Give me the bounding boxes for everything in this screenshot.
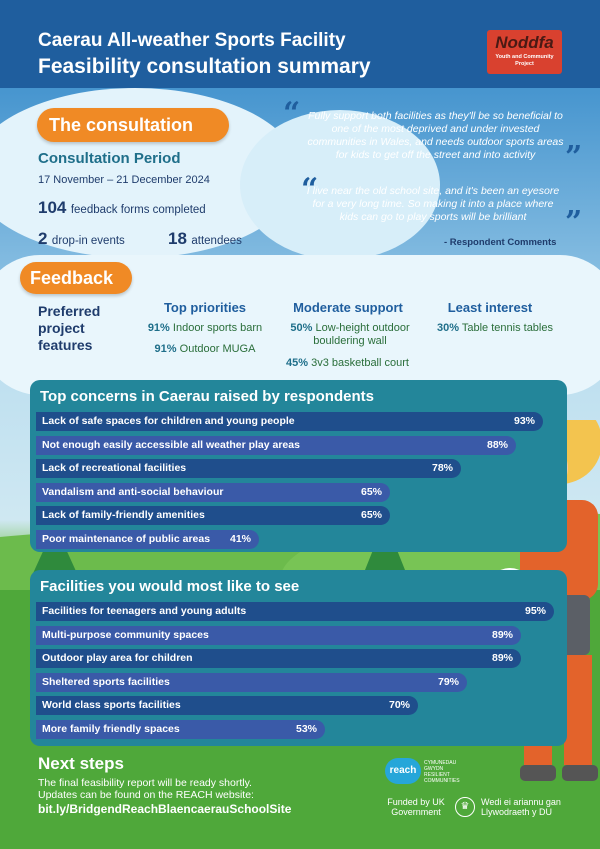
bar-label: Poor maintenance of public areas (42, 532, 211, 545)
bar-value-label: 53% (295, 722, 317, 735)
bar-label: Outdoor play area for children (42, 652, 193, 664)
funded-by-uk-government: Funded by UK Government (387, 797, 445, 817)
column-title-moderate-support: Moderate support (293, 300, 403, 315)
attendees-stat: 18 attendees (168, 229, 242, 249)
bar-label: Not enough easily accessible all weather… (42, 438, 300, 451)
bar-value-label: 93% (513, 415, 535, 427)
dropin-count: 2 (38, 229, 48, 248)
facilities-title: Facilities you would most like to see (40, 578, 300, 595)
bar: Facilities for teenagers and young adult… (36, 602, 554, 621)
bar: Vandalism and anti-social behaviour 65% (36, 482, 390, 502)
bar-value-label: 65% (360, 485, 382, 498)
column-title-least-interest: Least interest (447, 300, 533, 315)
dropin-stat: 2 drop-in events (38, 229, 125, 249)
consultation-heading: The consultation (37, 108, 229, 142)
feedback-heading: Feedback (20, 262, 132, 294)
reach-logo: reach (385, 758, 421, 784)
concerns-title: Top concerns in Caerau raised by respond… (40, 388, 374, 405)
feature-item: 91% Outdoor MUGA (154, 343, 256, 355)
bar: Lack of safe spaces for children and you… (36, 412, 543, 431)
next-steps-heading: Next steps (38, 754, 124, 773)
logo-name: Noddfa (495, 33, 554, 52)
bar-label: More family friendly spaces (42, 722, 180, 735)
close-quote-icon: ” (565, 205, 583, 240)
quote-credit: - Respondent Comments (444, 237, 557, 248)
dropin-label: drop-in events (51, 235, 125, 247)
bar: Lack of family-friendly amenities 65% (36, 506, 390, 525)
period-title: Consultation Period (38, 150, 181, 167)
concerns-panel: Top concerns in Caerau raised by respond… (30, 380, 567, 552)
bar: World class sports facilities 70% (36, 696, 418, 715)
preferred-features-label: Preferred project features (38, 303, 101, 353)
period-dates: 17 November – 21 December 2024 (38, 174, 210, 186)
bar: Poor maintenance of public areas 41% (36, 529, 259, 549)
bar-label: Facilities for teenagers and young adult… (42, 605, 247, 617)
bar: Multi-purpose community spaces 89% (36, 625, 521, 645)
quote-1: Fully support both facilities as they'll… (307, 110, 564, 161)
next-steps-body: The final feasibility report will be rea… (38, 777, 254, 801)
column-title-top-priorities: Top priorities (163, 300, 247, 315)
header-banner: Caerau All-weather Sports Facility Feasi… (0, 0, 600, 88)
reach-website-link[interactable]: bit.ly/BridgendReachBlaencaerauSchoolSit… (38, 802, 292, 816)
open-quote-icon: “ (283, 96, 301, 131)
bar-value-label: 88% (486, 438, 508, 451)
bar-value-label: 89% (491, 628, 513, 641)
header-subtitle: Feasibility consultation summary (38, 55, 371, 78)
feature-item: 91% Indoor sports barn (147, 322, 263, 334)
bar-label: Lack of family-friendly amenities (42, 509, 205, 521)
reach-logo-subtitle: CYMUNEDAU GWYDN RESILIENT COMMUNITIES (424, 760, 460, 784)
bar-label: Vandalism and anti-social behaviour (42, 485, 224, 498)
logo-subtitle: Youth and Community Project (495, 54, 554, 67)
forms-label: feedback forms completed (70, 204, 206, 216)
feature-item: 50% Low-height outdoor bouldering wall (290, 322, 410, 347)
bar-label: Sheltered sports facilities (42, 675, 170, 688)
bar: Outdoor play area for children 89% (36, 649, 521, 668)
attendees-count: 18 (168, 229, 187, 248)
welsh-funded-text: Wedi ei ariannu gan Llywodraeth y DU (481, 797, 561, 817)
royal-crest-icon: ♛ (455, 797, 475, 817)
bar-value-label: 78% (431, 462, 453, 474)
bar-label: Multi-purpose community spaces (42, 628, 209, 641)
attendees-label: attendees (191, 235, 242, 247)
header-title: Caerau All-weather Sports Facility (38, 30, 346, 51)
bar-value-label: 89% (491, 652, 513, 664)
bar-value-label: 65% (360, 509, 382, 521)
feature-item: 30% Table tennis tables (436, 322, 553, 334)
facilities-panel: Facilities you would most like to see Fa… (30, 570, 567, 746)
forms-count: 104 (38, 198, 67, 217)
bar-label: Lack of recreational facilities (42, 462, 187, 474)
open-quote-icon: “ (301, 172, 319, 207)
noddfa-logo: Noddfa Youth and Community Project (487, 30, 562, 74)
forms-stat: 104 feedback forms completed (38, 198, 206, 218)
respondent-quotes: “ Fully support both facilities as they'… (283, 96, 593, 250)
bar: Sheltered sports facilities 79% (36, 672, 467, 692)
bar-value-label: 79% (437, 675, 459, 688)
quote-2: I live near the old school site, and it'… (306, 185, 560, 223)
bar-value-label: 41% (229, 532, 251, 545)
cloud-middle (240, 110, 440, 260)
bar-value-label: 95% (524, 605, 546, 617)
bar-label: World class sports facilities (42, 699, 181, 711)
close-quote-icon: ” (565, 140, 583, 175)
bar: More family friendly spaces 53% (36, 719, 325, 739)
bar: Lack of recreational facilities 78% (36, 459, 461, 478)
bar: Not enough easily accessible all weather… (36, 435, 516, 455)
feature-item: 45% 3v3 basketball court (286, 357, 409, 369)
bar-value-label: 70% (388, 699, 410, 711)
bar-label: Lack of safe spaces for children and you… (42, 415, 295, 427)
